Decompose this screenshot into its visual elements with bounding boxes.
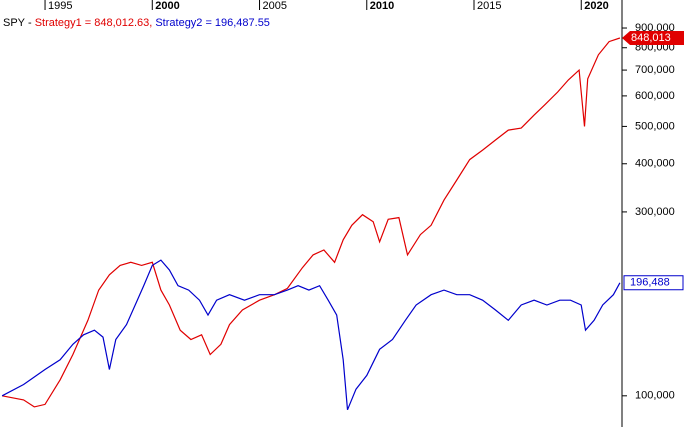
legend: SPY - Strategy1 = 848,012.63, Strategy2 = 196,4… [3, 17, 270, 29]
y-tick-label: 100,000 [635, 390, 675, 402]
x-tick-label: 2005 [263, 0, 287, 12]
y-tick-label: 400,000 [635, 158, 675, 170]
y-tick-label: 500,000 [635, 120, 675, 132]
legend-text: Strategy1 [34, 17, 82, 29]
x-tick-label: 1995 [48, 0, 72, 12]
legend-text: 848,012.63 [94, 17, 150, 29]
legend-text: SPY [3, 17, 26, 29]
y-tick-label: 600,000 [635, 90, 675, 102]
legend-text: - [28, 17, 32, 29]
legend-text: = [84, 17, 92, 29]
y-tick-label: 300,000 [635, 206, 675, 218]
legend-text: Strategy2 [155, 17, 203, 29]
y-tick-label: 700,000 [635, 64, 675, 76]
legend-separator: , [149, 17, 153, 29]
legend-text: 196,487.55 [214, 17, 270, 29]
legend-text: = [205, 17, 212, 29]
badge-shape [622, 30, 684, 45]
x-tick-label: 2000 [155, 0, 179, 12]
value-badge: 848,013 [622, 30, 684, 45]
y-tick-label: 900,000 [635, 22, 675, 34]
value-badge: 196,488 [623, 275, 684, 291]
x-tick-label: 2020 [584, 0, 608, 12]
series-line [1, 37, 621, 408]
x-tick-label: 2010 [370, 0, 394, 12]
badge-label: 196,488 [630, 277, 670, 289]
series-line [1, 259, 621, 411]
badge-shape [623, 275, 684, 291]
x-tick-label: 2015 [477, 0, 501, 12]
badge-label: 848,013 [631, 32, 671, 44]
